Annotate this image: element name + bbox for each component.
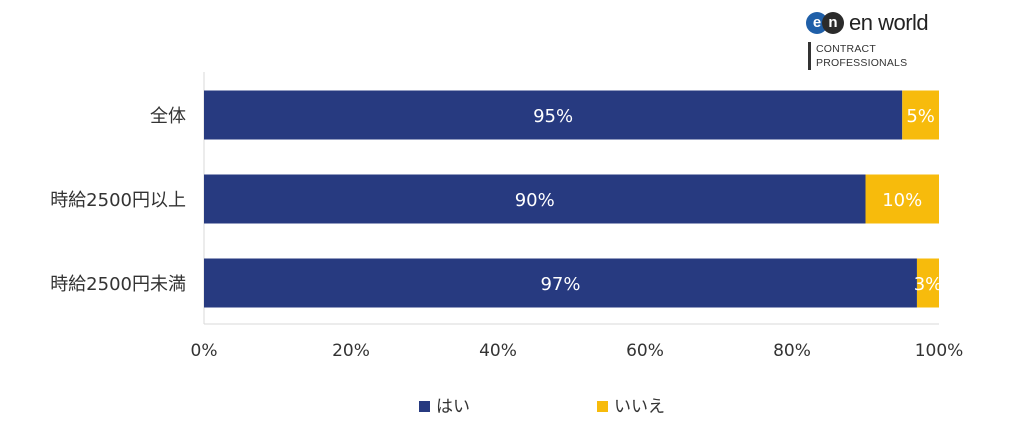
data-label-yes-2: 97%	[540, 274, 580, 295]
bar-no-0	[902, 90, 939, 140]
legend-swatch-no	[597, 401, 608, 412]
data-label-yes-1: 90%	[515, 190, 555, 211]
logo-divider	[808, 42, 811, 70]
data-label-no-0: 5%	[906, 106, 935, 127]
bar-yes-2	[204, 258, 917, 308]
logo-badge-n: n	[822, 12, 844, 34]
bar-yes-0	[204, 90, 903, 140]
chart-legend: はい いいえ	[0, 395, 1021, 421]
logo-badge: e n	[806, 12, 846, 36]
logo-subtitle-line-2: PROFESSIONALS	[816, 57, 908, 69]
category-label-1: 時給2500円以上	[50, 190, 186, 211]
x-tick-label-5: 100%	[915, 341, 964, 361]
x-tick-label-4: 80%	[773, 341, 811, 361]
data-label-no-2: 3%	[914, 274, 943, 295]
data-label-no-1: 10%	[882, 190, 922, 211]
data-label-yes-0: 95%	[533, 106, 573, 127]
logo-name: en world	[849, 10, 929, 35]
en-world-logo: e n en world CONTRACT PROFESSIONALS	[806, 10, 1006, 74]
bar-yes-1	[204, 174, 866, 224]
legend-label-no: いいえ	[614, 397, 665, 417]
logo-subtitle-line-1: CONTRACT	[816, 43, 876, 55]
x-tick-label-2: 40%	[479, 341, 517, 361]
category-label-0: 全体	[150, 106, 186, 127]
bar-no-1	[865, 174, 939, 224]
bar-no-2	[916, 258, 939, 308]
x-tick-label-0: 0%	[191, 341, 218, 361]
legend-label-yes: はい	[436, 397, 470, 417]
x-tick-label-3: 60%	[626, 341, 664, 361]
legend-swatch-yes	[419, 401, 430, 412]
x-tick-label-1: 20%	[332, 341, 370, 361]
category-label-2: 時給2500円未満	[50, 274, 186, 295]
